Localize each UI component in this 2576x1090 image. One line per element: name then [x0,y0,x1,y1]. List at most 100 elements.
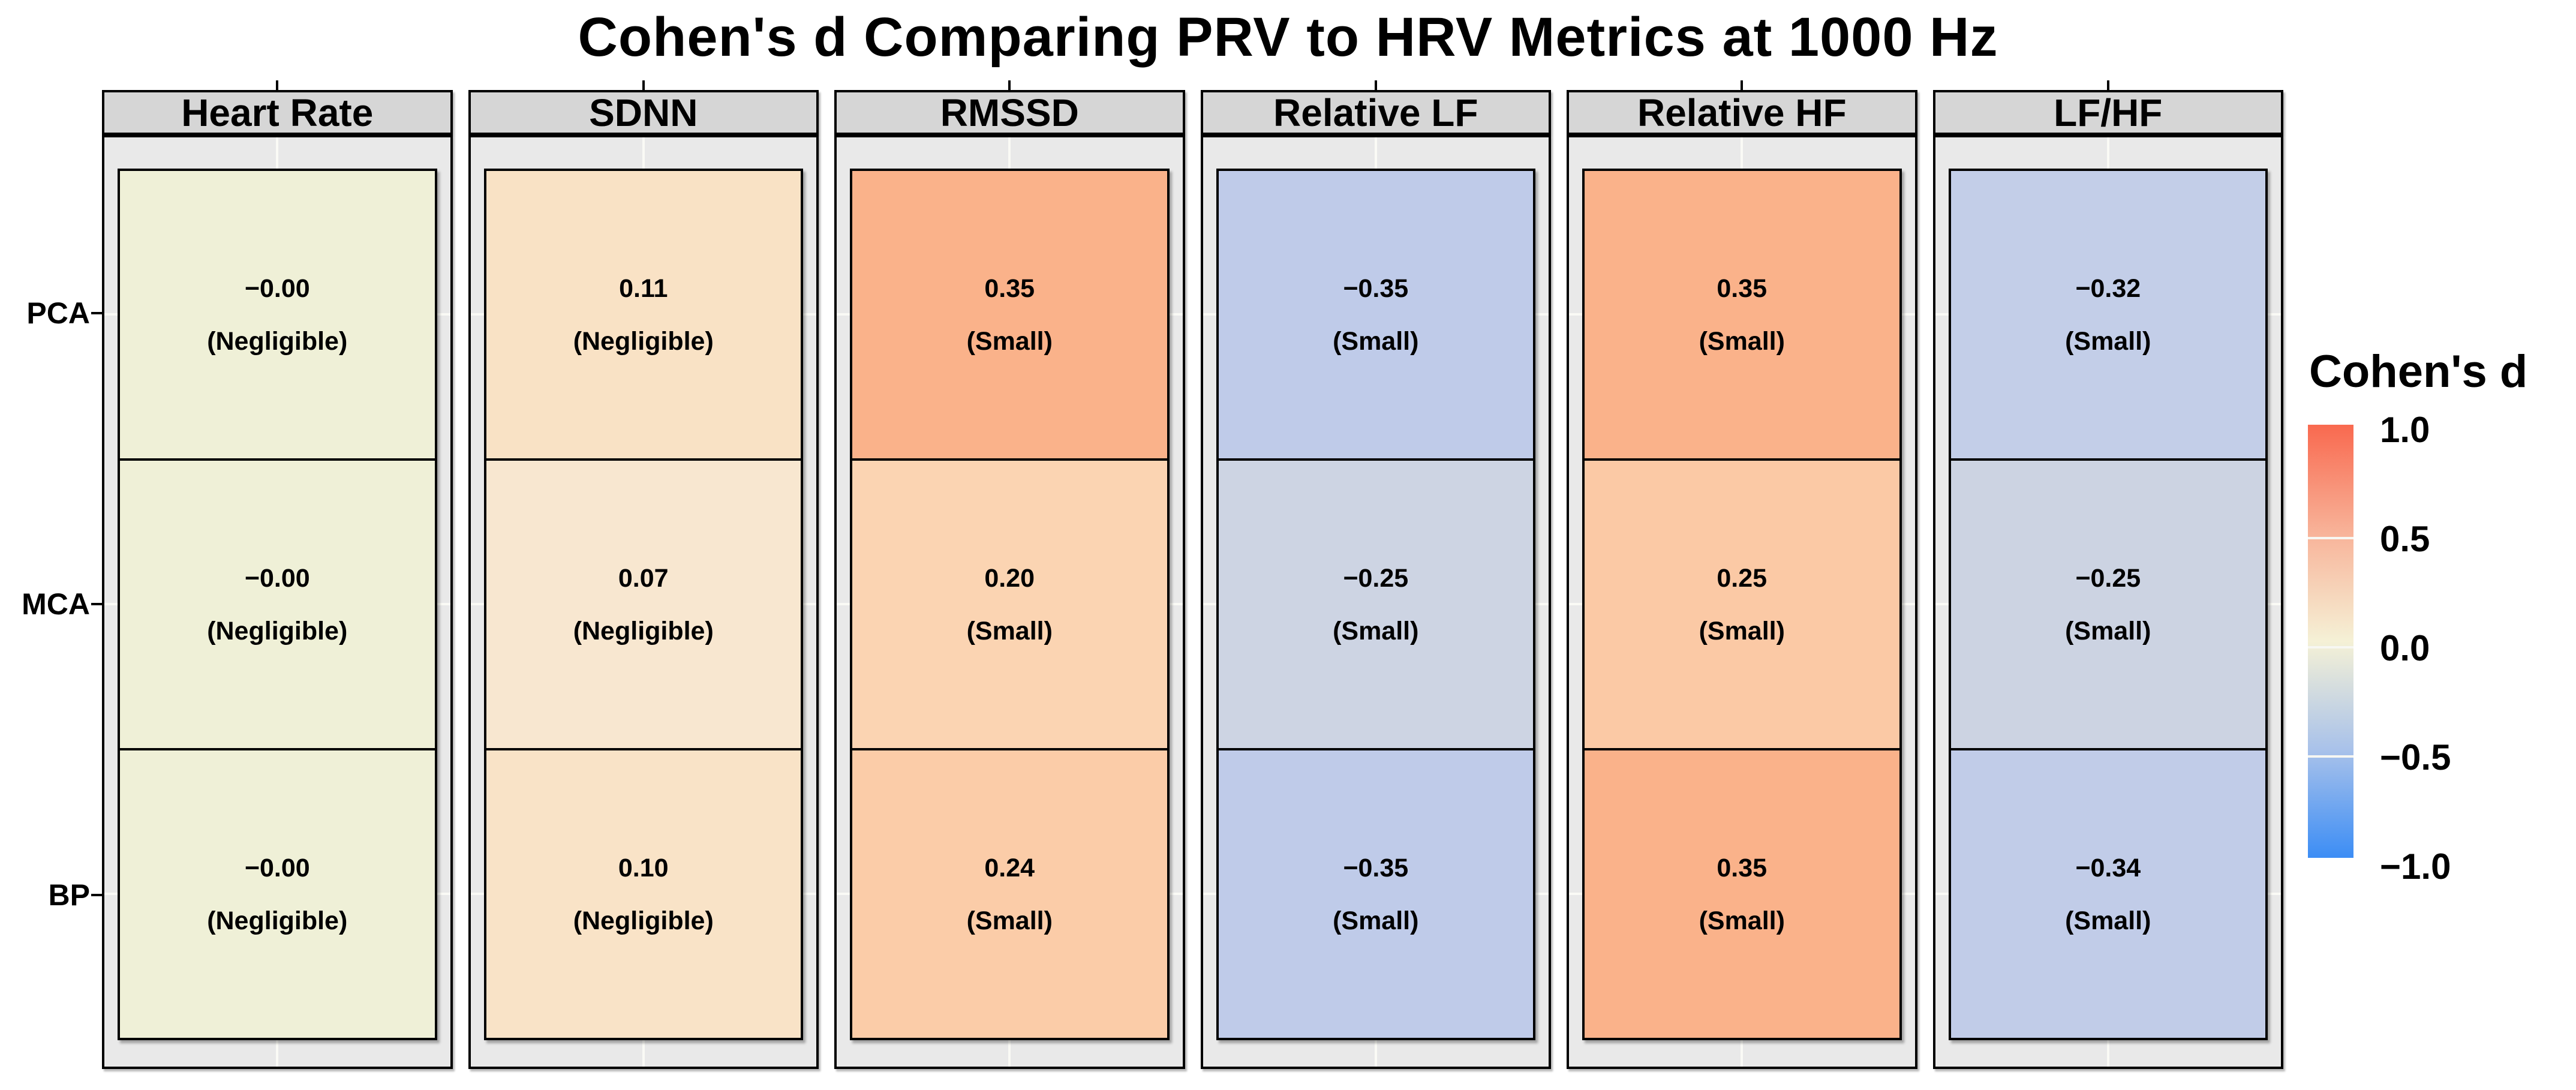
x-axis-tick [276,80,279,91]
colorbar-tick-label: 0.5 [2380,519,2430,559]
cell-value: 0.07 [618,563,669,593]
heatmap-cell: −0.32 (Small) [1950,171,2265,458]
facet-header: SDNN [468,80,819,135]
cell-value: 0.20 [984,563,1035,593]
row-label-pca: PCA [26,296,90,330]
cell-magnitude: (Small) [966,906,1053,935]
heatmap-column: −0.35 (Small) −0.25 (Small) −0.35 (Small… [1216,169,1535,1040]
heatmap-cell: 0.35 (Small) [1585,748,1899,1038]
cell-magnitude: (Negligible) [573,906,714,935]
x-axis-tick [2106,80,2109,91]
heatmap-cell: −0.00 (Negligible) [120,458,435,748]
heatmap-column: 0.35 (Small) 0.25 (Small) 0.35 (Small) [1582,169,1902,1040]
facet-panel-body: 0.35 (Small) 0.25 (Small) 0.35 (Small) [1567,135,1917,1069]
facet-header: LF/HF [1932,80,2283,135]
heatmap-cell: 0.11 (Negligible) [486,171,801,458]
heatmap-cell: 0.35 (Small) [1585,171,1899,458]
facet-relative-lf: Relative LF −0.35 (Small) −0.25 (Small) [1200,80,1551,1069]
x-axis-tick [1741,80,1744,91]
heatmap-column: 0.35 (Small) 0.20 (Small) 0.24 (Small) [850,169,1170,1040]
facet-header-label: RMSSD [940,91,1079,134]
heatmap-cell: −0.25 (Small) [1218,458,1533,748]
cell-value: 0.11 [619,274,668,303]
cell-value: 0.35 [1717,274,1768,303]
cell-value: −0.00 [244,563,310,593]
row-label-mca: MCA [22,587,90,621]
cell-magnitude: (Negligible) [207,616,348,645]
facet-lf-hf: LF/HF −0.32 (Small) −0.25 (Small) [1932,80,2283,1069]
cell-magnitude: (Small) [966,326,1053,356]
cell-value: 0.24 [984,853,1035,882]
facet-panel-body: 0.11 (Negligible) 0.07 (Negligible) 0.10… [468,135,819,1069]
facet-header-label: LF/HF [2054,91,2163,134]
chart-title: Cohen's d Comparing PRV to HRV Metrics a… [578,7,1998,68]
heatmap-cell: 0.35 (Small) [852,171,1167,458]
cell-value: −0.35 [1343,274,1409,303]
cell-value: 0.25 [1717,563,1768,593]
cell-value: −0.34 [2075,853,2141,882]
cell-magnitude: (Small) [1333,616,1419,645]
colorbar-tick-label: 1.0 [2380,410,2430,450]
facet-sdnn: SDNN 0.11 (Negligible) 0.07 (Negligible) [468,80,819,1069]
legend: Cohen's d 1.0 0.5 0.0 −0.5 −1.0 [2308,347,2576,917]
facet-header: Heart Rate [102,80,453,135]
colorbar-tick-label: −0.5 [2380,737,2451,777]
cell-magnitude: (Negligible) [207,326,348,356]
heatmap-cell: 0.10 (Negligible) [486,748,801,1038]
x-axis-tick [1374,80,1377,91]
x-axis-tick [642,80,645,91]
facet-header-label: Relative LF [1273,91,1478,134]
heatmap-cell: 0.07 (Negligible) [486,458,801,748]
cell-magnitude: (Small) [1333,326,1419,356]
legend-title: Cohen's d [2309,346,2528,397]
cell-value: 0.35 [1717,853,1768,882]
colorbar-tick-label: −1.0 [2380,846,2451,887]
y-axis-tick [91,894,102,896]
heatmap-cell: 0.24 (Small) [852,748,1167,1038]
heatmap-cell: −0.34 (Small) [1950,748,2265,1038]
cell-value: −0.35 [1343,853,1409,882]
facet-panel-body: 0.35 (Small) 0.20 (Small) 0.24 (Small) [834,135,1185,1069]
cell-magnitude: (Small) [2065,616,2151,645]
cell-magnitude: (Small) [2065,906,2151,935]
heatmap-cell: −0.25 (Small) [1950,458,2265,748]
row-label-bp: BP [48,878,90,912]
colorbar-tick [2308,755,2353,758]
colorbar [2308,425,2353,858]
heatmap-cell: −0.35 (Small) [1218,748,1533,1038]
y-axis-tick [91,603,102,605]
cell-magnitude: (Small) [1699,906,1785,935]
cell-value: 0.10 [618,853,669,882]
heatmap-column: −0.32 (Small) −0.25 (Small) −0.34 (Small… [1948,169,2268,1040]
facet-header-label: Relative HF [1637,91,1847,134]
facet-header: Relative LF [1200,80,1551,135]
facet-panels: Heart Rate −0.00 (Negligible) −0.00 (Neg… [102,80,2283,1069]
facet-header: Relative HF [1567,80,1917,135]
cell-magnitude: (Small) [1333,906,1419,935]
y-axis-tick [91,312,102,314]
cell-magnitude: (Small) [1699,616,1785,645]
facet-heart-rate: Heart Rate −0.00 (Negligible) −0.00 (Neg… [102,80,453,1069]
cell-magnitude: (Small) [2065,326,2151,356]
heatmap-column: −0.00 (Negligible) −0.00 (Negligible) −0… [118,169,437,1040]
facet-header-label: Heart Rate [181,91,374,134]
colorbar-tick [2308,537,2353,539]
cell-magnitude: (Negligible) [573,326,714,356]
colorbar-tick-label: 0.0 [2380,628,2430,668]
cell-value: −0.00 [244,853,310,882]
facet-header: RMSSD [834,80,1185,135]
facet-panel-body: −0.35 (Small) −0.25 (Small) −0.35 (Small… [1200,135,1551,1069]
facet-panel-body: −0.00 (Negligible) −0.00 (Negligible) −0… [102,135,453,1069]
heatmap-cell: −0.00 (Negligible) [120,748,435,1038]
cell-value: −0.25 [1343,563,1409,593]
heatmap-column: 0.11 (Negligible) 0.07 (Negligible) 0.10… [483,169,803,1040]
cell-value: 0.35 [984,274,1035,303]
facet-header-label: SDNN [589,91,698,134]
heatmap-cell: −0.00 (Negligible) [120,171,435,458]
cell-value: −0.32 [2075,274,2141,303]
facet-rmssd: RMSSD 0.35 (Small) 0.20 (Small) [834,80,1185,1069]
cell-magnitude: (Small) [1699,326,1785,356]
heatmap-cell: −0.35 (Small) [1218,171,1533,458]
cell-value: −0.00 [244,274,310,303]
